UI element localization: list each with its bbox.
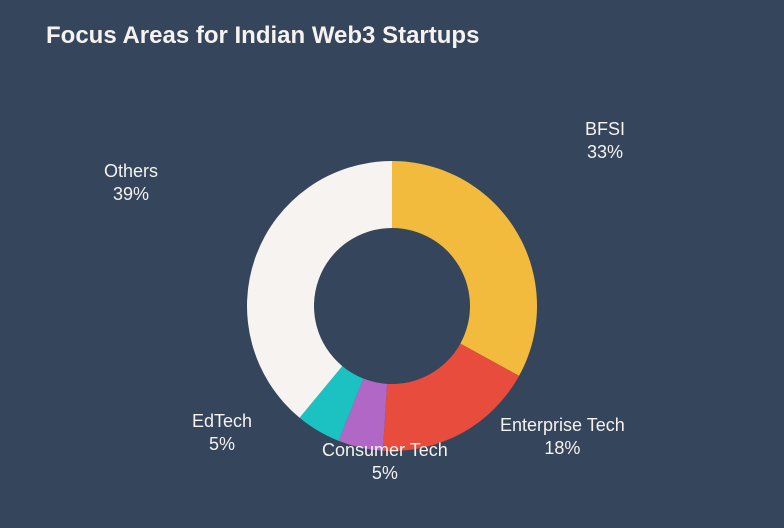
segment-pct: 33% [585, 141, 625, 164]
segment-pct: 18% [500, 437, 625, 460]
segment-label-bfsi: BFSI33% [585, 118, 625, 163]
segment-name: Others [104, 160, 158, 183]
donut-chart [242, 156, 542, 456]
segment-label-edtech: EdTech5% [192, 410, 252, 455]
segment-pct: 39% [104, 183, 158, 206]
donut-svg [242, 156, 542, 456]
chart-title: Focus Areas for Indian Web3 Startups [46, 22, 479, 50]
segment-pct: 5% [192, 433, 252, 456]
segment-name: BFSI [585, 118, 625, 141]
segment-name: Enterprise Tech [500, 414, 625, 437]
segment-name: Consumer Tech [322, 439, 448, 462]
segment-label-consumer: Consumer Tech5% [322, 439, 448, 484]
segment-label-enterprise: Enterprise Tech18% [500, 414, 625, 459]
segment-name: EdTech [192, 410, 252, 433]
segment-bfsi [392, 161, 537, 376]
segment-others [247, 161, 392, 418]
segment-pct: 5% [322, 462, 448, 485]
segment-label-others: Others39% [104, 160, 158, 205]
